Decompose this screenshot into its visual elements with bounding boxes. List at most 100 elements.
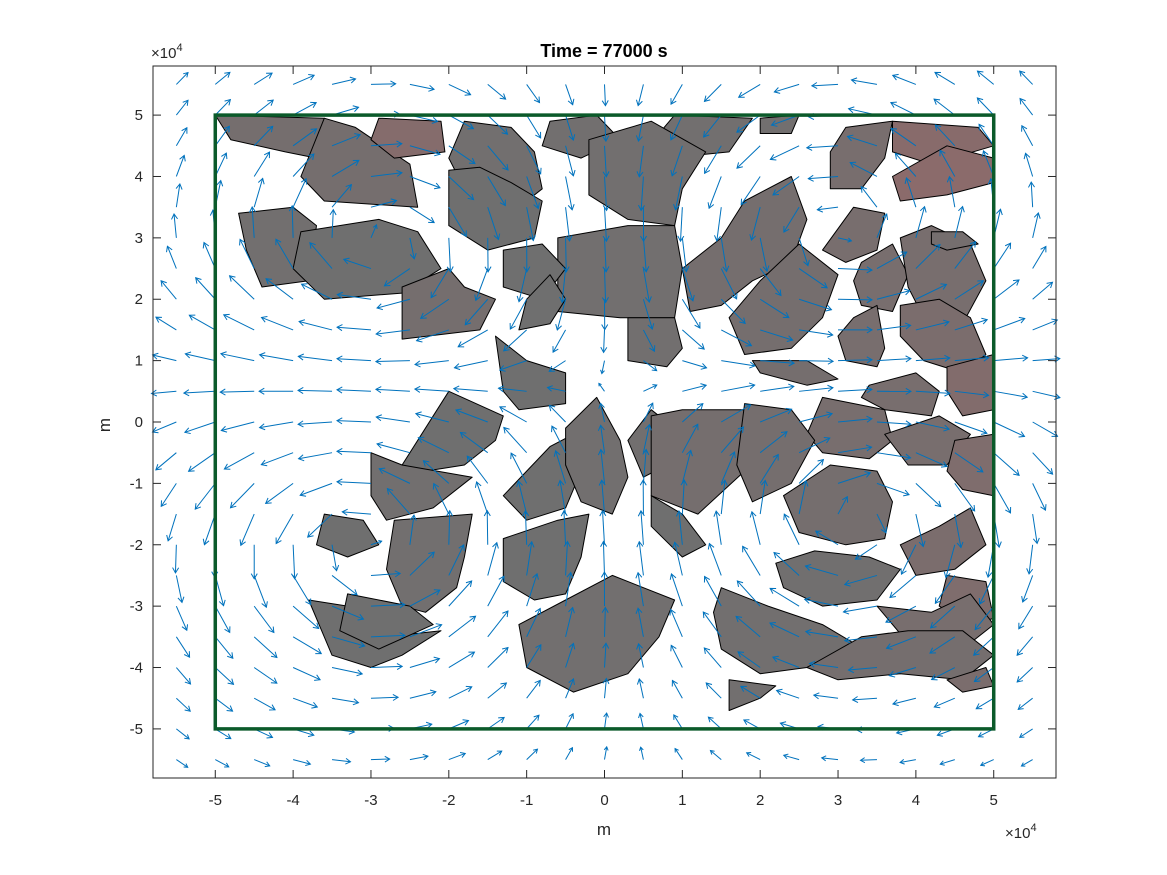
velocity-arrow	[639, 746, 644, 760]
velocity-arrow	[253, 575, 268, 609]
velocity-arrow	[1032, 318, 1059, 331]
velocity-arrow	[803, 596, 839, 607]
plot-area: -5 -4 -3 -2 -1 0 1 2 3 4 5 5 4 3 2 1 0 -1 -2 -3 -4 -5	[130, 65, 1061, 809]
velocity-arrow	[843, 574, 878, 587]
velocity-arrow	[487, 716, 505, 730]
velocity-arrow	[915, 283, 948, 300]
velocity-arrow	[487, 114, 509, 135]
velocity-arrow	[1023, 152, 1034, 177]
velocity-arrow	[1032, 452, 1054, 475]
velocity-arrow	[798, 411, 834, 423]
velocity-arrow	[176, 728, 190, 740]
velocity-arrow	[721, 382, 756, 392]
velocity-arrow	[713, 510, 722, 545]
velocity-arrow	[954, 317, 989, 331]
velocity-arrow	[292, 153, 315, 177]
velocity-arrow	[452, 385, 488, 393]
velocity-arrow	[214, 98, 232, 116]
velocity-arrow	[721, 329, 753, 347]
velocity-arrow	[597, 424, 605, 453]
velocity-arrow	[954, 483, 976, 512]
velocity-arrow	[183, 421, 216, 435]
velocity-arrow	[602, 677, 610, 699]
velocity-arrow	[703, 84, 722, 103]
velocity-arrow	[487, 610, 509, 638]
domain-boundary	[213, 113, 996, 731]
y-tick-label: 2	[135, 291, 143, 308]
velocity-arrow	[175, 99, 189, 116]
velocity-arrow	[735, 615, 761, 638]
ice-floe	[751, 360, 839, 386]
velocity-arrow	[703, 114, 722, 138]
velocity-arrow	[386, 487, 411, 515]
velocity-arrow	[509, 299, 528, 330]
velocity-arrow	[446, 237, 454, 273]
velocity-arrow	[600, 329, 608, 354]
velocity-arrow	[636, 678, 644, 699]
velocity-arrow	[890, 128, 917, 147]
velocity-arrow	[637, 176, 645, 212]
velocity-arrow	[375, 414, 410, 423]
velocity-arrow	[176, 759, 189, 768]
velocity-arrow	[876, 355, 912, 363]
velocity-arrow	[889, 575, 917, 599]
velocity-arrow	[374, 357, 410, 365]
velocity-arrow	[602, 237, 610, 273]
velocity-arrow	[292, 759, 312, 767]
velocity-arrow	[526, 643, 542, 668]
velocity-arrow	[214, 667, 235, 686]
velocity-arrow	[448, 176, 475, 201]
velocity-arrow	[265, 278, 294, 300]
velocity-arrow	[214, 605, 231, 634]
velocity-arrow	[214, 125, 230, 147]
velocity-arrow	[336, 355, 371, 363]
velocity-arrow	[487, 682, 508, 699]
velocity-arrow	[602, 115, 610, 143]
velocity-arrow	[769, 587, 800, 607]
velocity-arrow	[736, 145, 761, 169]
y-tick-label: 4	[135, 168, 143, 185]
y-exponent-label: ×104	[151, 42, 183, 62]
velocity-arrow	[885, 605, 917, 623]
velocity-arrow	[565, 145, 576, 177]
velocity-arrow	[239, 238, 255, 269]
velocity-arrow	[636, 540, 644, 576]
velocity-arrow	[409, 623, 443, 638]
velocity-arrow	[978, 123, 995, 147]
velocity-arrow	[782, 753, 800, 761]
velocity-arrow	[842, 605, 878, 615]
velocity-arrow	[759, 453, 779, 484]
y-tick-label: 3	[135, 230, 143, 247]
velocity-arrow	[1032, 483, 1047, 512]
velocity-arrow	[642, 329, 656, 353]
velocity-arrow	[560, 509, 568, 545]
velocity-arrow	[643, 384, 658, 392]
velocity-arrow	[598, 402, 605, 423]
velocity-arrow	[214, 697, 234, 712]
velocity-arrow	[771, 655, 800, 668]
velocity-arrow	[1018, 605, 1034, 630]
ice-floe	[386, 513, 473, 613]
velocity-arrow	[993, 279, 1020, 300]
velocity-arrow	[847, 666, 878, 674]
velocity-arrow	[636, 145, 644, 178]
velocity-arrow	[187, 452, 216, 472]
velocity-arrow	[484, 237, 492, 273]
velocity-arrow	[636, 642, 644, 668]
velocity-arrow	[993, 452, 1020, 476]
velocity-arrow	[954, 390, 990, 399]
velocity-arrow	[383, 268, 411, 287]
velocity-arrow	[336, 448, 371, 455]
velocity-arrow	[563, 540, 571, 576]
x-tick-label: 4	[912, 792, 920, 809]
ice-floe	[930, 231, 979, 251]
velocity-arrow	[188, 314, 216, 331]
velocity-arrow	[175, 126, 188, 147]
velocity-arrow	[934, 124, 956, 147]
velocity-arrow	[215, 759, 230, 768]
velocity-arrow	[904, 177, 917, 208]
velocity-arrow	[635, 84, 644, 107]
velocity-arrow	[682, 360, 708, 370]
velocity-arrow	[220, 421, 255, 433]
velocity-arrow	[253, 72, 273, 85]
